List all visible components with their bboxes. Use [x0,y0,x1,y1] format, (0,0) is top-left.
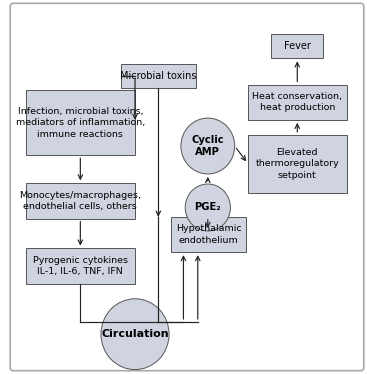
Circle shape [185,184,230,231]
FancyBboxPatch shape [121,64,196,88]
FancyBboxPatch shape [26,90,135,155]
Text: Circulation: Circulation [101,329,169,339]
Circle shape [101,299,169,370]
Text: Monocytes/macrophages,
endothelial cells, others: Monocytes/macrophages, endothelial cells… [19,191,141,211]
Text: Microbial toxins: Microbial toxins [120,71,197,81]
Text: Cyclic
AMP: Cyclic AMP [192,135,224,157]
Text: Pyrogenic cytokines
IL-1, IL-6, TNF, IFN: Pyrogenic cytokines IL-1, IL-6, TNF, IFN [33,256,128,276]
Text: Infection, microbial toxins,
mediators of inflammation,
immune reactions: Infection, microbial toxins, mediators o… [16,107,145,139]
Text: Elevated
thermoregulatory
setpoint: Elevated thermoregulatory setpoint [255,148,339,180]
Text: PGE₂: PGE₂ [195,202,221,212]
Text: Hypothalamic
endothelium: Hypothalamic endothelium [176,224,241,245]
FancyBboxPatch shape [171,217,246,252]
FancyBboxPatch shape [10,3,364,371]
FancyBboxPatch shape [26,183,135,219]
Text: Heat conservation,
heat production: Heat conservation, heat production [252,92,342,113]
FancyBboxPatch shape [248,135,346,193]
FancyBboxPatch shape [248,85,346,120]
FancyBboxPatch shape [26,248,135,284]
Circle shape [181,118,235,174]
FancyBboxPatch shape [271,34,323,58]
Text: Fever: Fever [284,42,311,51]
